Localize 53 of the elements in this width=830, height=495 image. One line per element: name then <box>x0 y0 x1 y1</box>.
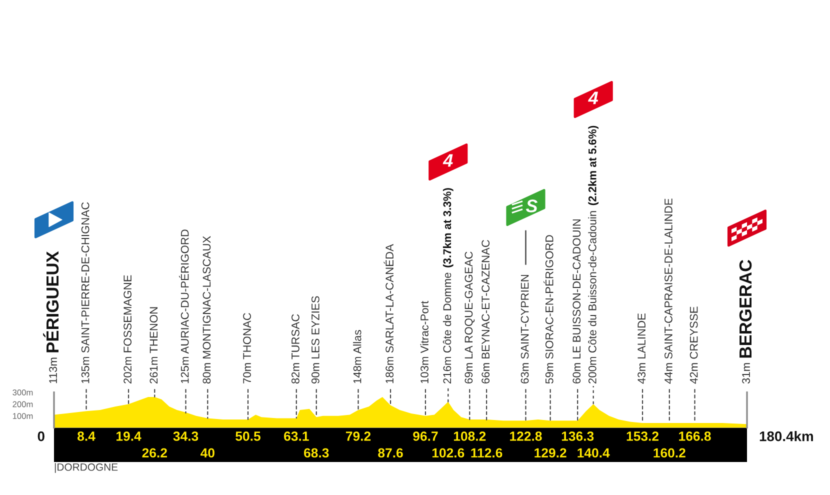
x-tick-label: 136.3 <box>562 432 594 441</box>
x-tick-label: 96.7 <box>413 432 438 441</box>
annotation: 113m PÉRIGUEUX <box>43 251 59 384</box>
x-tick-label: 79.2 <box>346 432 371 441</box>
annotation: 31m BERGERAC <box>739 260 752 384</box>
annotation: 216m Côte de Domme (3.7km at 3.3%) <box>442 188 454 384</box>
annotation: 186m SARLAT-LA-CANÉDA <box>384 244 394 384</box>
annotation: 135m SAINT-PIERRE-DE-CHIGNAC <box>81 202 90 384</box>
text: 4 <box>588 92 598 104</box>
annotation: 70m THONAC <box>243 313 251 384</box>
annotation: 87.6 <box>378 448 403 458</box>
annotation: 102.6 <box>432 448 464 458</box>
annotation: 80m MONTIGNAC-LASCAUX <box>202 236 211 384</box>
x-tick-label: 122.8 <box>510 432 542 441</box>
x-tick-label: 108.2 <box>454 432 486 441</box>
text: S <box>526 200 538 212</box>
annotation: 60m LE BUISSON-DE-CADOUIN <box>572 219 581 384</box>
annotation: 26.2 <box>142 448 167 458</box>
annotation: 59m SIORAC-EN-PÉRIGORD <box>544 235 554 384</box>
annotation: 63m SAINT-CYPRIEN <box>520 275 529 384</box>
y-tick-label: 100m <box>12 413 33 419</box>
annotation: 68.3 <box>304 448 329 458</box>
x-tick-label: 50.5 <box>236 432 260 441</box>
annotation: 180.4km <box>760 431 813 442</box>
annotation: 43m LALINDE <box>638 313 646 384</box>
annotation: 148m Allas <box>353 330 362 384</box>
text: |DORDOGNE <box>54 463 118 473</box>
annotation: 0 <box>38 431 44 442</box>
annotation: 69m LA ROQUE-GAGEAC <box>464 252 475 384</box>
annotation: 82m TURSAC <box>292 314 300 384</box>
annotation: 202m FOSSEMAGNE <box>124 275 132 384</box>
annotation: 125m AURIAC-DU-PÉRIGORD <box>179 230 189 384</box>
annotation: 103m Vitrac-Port <box>420 300 428 384</box>
annotation: 200m Côte du Buisson-de-Cadouin (2.2km at 5.6%) <box>588 126 599 384</box>
x-tick-label: 8.4 <box>78 432 96 441</box>
annotation: 160.2 <box>654 448 686 458</box>
x-tick-label: 34.3 <box>173 432 198 441</box>
x-tick-label: 153.2 <box>626 432 658 441</box>
annotation: 44m SAINT-CAPRAISE-DE-LALINDE <box>664 198 672 384</box>
x-tick-label: 63.1 <box>284 432 309 441</box>
annotation: 112.6 <box>471 448 502 458</box>
y-tick-label: 200m <box>12 401 33 408</box>
annotation: 42m CREYSSE <box>690 306 698 384</box>
annotation: 140.4 <box>578 448 610 458</box>
annotation: 40 <box>200 448 214 458</box>
annotation: 90m LES EYZIES <box>311 296 320 384</box>
x-tick-label: 166.8 <box>679 432 711 441</box>
y-tick-label: 300m <box>12 390 33 396</box>
text: 4 <box>442 154 453 167</box>
x-tick-label: 19.4 <box>116 432 142 441</box>
annotation: 66m BEYNAC-ET-CAZENAC <box>482 240 490 384</box>
annotation: 261m THENON <box>150 307 158 384</box>
annotation: 129.2 <box>534 448 566 458</box>
